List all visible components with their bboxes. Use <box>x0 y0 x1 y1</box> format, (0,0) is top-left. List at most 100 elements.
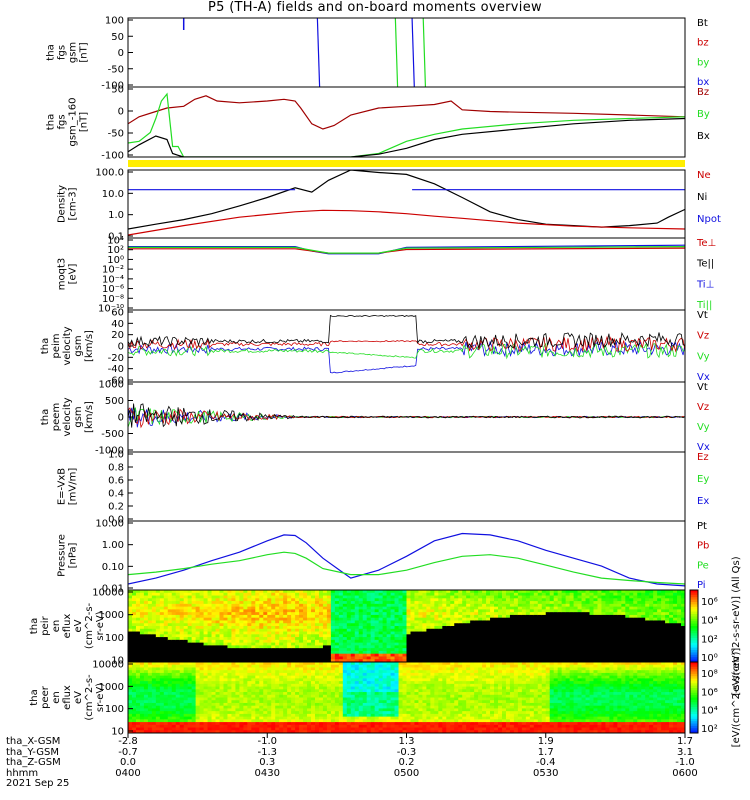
ytick-label: 1.0 <box>108 210 124 221</box>
panel-fgs_gsm: 100 50 0 -50 -100 tha fgs gsm [nT] Bt bz by bx <box>46 16 710 92</box>
ytick-label: 10⁻⁴ <box>102 274 124 285</box>
temperature-trace <box>128 246 685 254</box>
ylabel-line: tha <box>46 114 57 130</box>
spike-trace <box>422 18 427 87</box>
ylabel-line: moqt3 <box>57 258 68 291</box>
panel-data-pressure <box>128 532 685 587</box>
ytick-label: 0.1 <box>108 232 124 243</box>
ytick-label: 0 <box>118 107 124 118</box>
footer-date: 2021 Sep 25 <box>6 778 70 789</box>
colorbar-tick: 10⁰ <box>701 653 718 664</box>
panel-data-fgs_gsm <box>182 18 427 87</box>
ylabel-line: peir <box>40 615 51 635</box>
panel-frame <box>127 309 686 383</box>
ytick-label: 1.00 <box>102 540 124 551</box>
series-Ni <box>128 170 685 230</box>
ytick-label: 500 <box>105 396 124 407</box>
footer-value: -0.3 <box>396 746 417 758</box>
ylabel-line: E=-VxB <box>57 468 68 505</box>
ylabel-line: [km/s] <box>84 330 95 362</box>
ytick-label: 1.0 <box>108 450 124 461</box>
ylabel-line: [nT] <box>79 112 90 132</box>
ylabel-line: en <box>51 691 62 704</box>
ytick-label: 0 <box>118 342 124 353</box>
ytick-label: 1000 <box>99 380 124 391</box>
ylabel-line: peer <box>40 685 51 709</box>
ylabel-line: [km/s] <box>84 401 95 433</box>
footer-value: -2.8 <box>118 736 138 747</box>
ylabel-line: fgs <box>57 114 68 129</box>
ylabel-line: [nT] <box>79 42 90 62</box>
legend-item: Ti|| <box>696 300 712 311</box>
legend-item: Ti⊥ <box>696 279 714 290</box>
ylabel-line: eV <box>73 619 84 632</box>
ylabel-line: [mV/m] <box>68 468 79 506</box>
ytick-label: 0.4 <box>108 489 124 500</box>
ytick-label: 40 <box>111 319 124 330</box>
panel-fgs_gsm_clip: 50 0 -50 -100 tha fgs gsm_-160 [nT] Bz By Bx <box>46 85 710 162</box>
ylabel-line: gsm_-160 <box>68 98 79 147</box>
legend-item: Vt <box>697 382 708 393</box>
colorbar-peir_eflux: 10⁶ 10⁴ 10² 10⁰ [eV/(cm^2-s-sr-eV)] (All Qs) <box>689 556 742 696</box>
ytick-label: -1000 <box>95 446 124 457</box>
panel-data-peim_velocity <box>128 314 685 374</box>
ytick-label: 10 <box>111 727 124 738</box>
ylabel-line: [cm-3] <box>68 187 79 220</box>
legend-item: Vt <box>697 310 708 321</box>
ylabel-line: fgs <box>57 45 68 60</box>
colorbar-tick: 10⁶ <box>701 687 718 698</box>
legend-item: Bx <box>697 131 710 142</box>
legend-item: Vy <box>697 351 710 362</box>
ytick-label: 10 <box>111 656 124 667</box>
colorbar-tick: 10² <box>701 634 718 645</box>
ytick-label: 0.8 <box>108 463 124 474</box>
panel-density: 100.0 10.0 1.0 0.1 Density [cm-3] Ne Ni Npot <box>57 168 721 243</box>
legend-item: Te|| <box>696 259 714 270</box>
legend-item: Vx <box>697 372 710 383</box>
velocity-trace <box>128 342 685 360</box>
footer-value: 1.7 <box>537 746 554 758</box>
ytick-label: 0.01 <box>102 584 124 595</box>
legend-item: By <box>697 109 710 120</box>
legend-item: Vx <box>697 442 710 453</box>
temperature-trace <box>128 247 685 254</box>
footer-value: 0500 <box>393 767 420 779</box>
ylabel-line: [nPa] <box>68 542 79 568</box>
quality-flag-bar <box>128 160 685 167</box>
footer-value: -0.7 <box>118 746 138 758</box>
ylabel-line: gsm <box>73 406 84 427</box>
ytick-label: 50 <box>111 85 124 96</box>
ytick-label: 50 <box>111 32 124 43</box>
ytick-label: 1000 <box>99 682 124 693</box>
ylabel-line: tha <box>40 338 51 354</box>
ylabel-line: (cm^2-s- <box>84 674 95 721</box>
footer-label: tha_Z-GSM <box>6 757 61 768</box>
legend-item: Pi <box>697 580 706 591</box>
ylabel-line: eflux <box>62 685 73 710</box>
ylabel-line: (cm^2-s- <box>84 602 95 649</box>
ytick-label: 0 <box>118 413 124 424</box>
legend-item: Bz <box>697 87 709 98</box>
panel-efield: 1.0 0.8 0.6 0.4 0.2 0.0 E=-VxB [mV/m] Ez Ey Ex <box>57 450 710 526</box>
footer-value: 0530 <box>533 767 559 779</box>
colorbar-tick: 10⁴ <box>701 706 718 717</box>
panel-pressure: 10.00 1.00 0.10 0.01 Pressure [nPa] Pt Pb Pe Pi <box>57 519 710 595</box>
legend-item: bx <box>697 77 709 88</box>
plot-title: P5 (TH-A) fields and on-board moments ov… <box>208 0 542 15</box>
ylabel-line: Density <box>57 185 68 223</box>
ytick-label: 0.10 <box>102 562 124 573</box>
ytick-label: 10000 <box>92 660 124 671</box>
ylabel-line: peem <box>51 403 62 431</box>
ylabel-line: tha <box>46 44 57 60</box>
legend-item: Vy <box>697 422 710 433</box>
legend-item: Ey <box>697 474 709 485</box>
velocity-trace <box>128 403 685 428</box>
ylabel-line: eV <box>73 691 84 704</box>
colorbar-tick: 10² <box>701 724 718 735</box>
panel-peer_eflux: 10⁸ 10⁶ 10⁴ 10² [eV/(cm^2-s-sr-eV)] 10000 1000… <box>29 648 742 748</box>
ylabel-line: [eV] <box>68 264 79 285</box>
footer-label: tha_Y-GSM <box>6 746 60 758</box>
series-Pe <box>128 551 685 585</box>
velocity-trace <box>128 314 685 349</box>
panel-frame <box>127 451 686 522</box>
